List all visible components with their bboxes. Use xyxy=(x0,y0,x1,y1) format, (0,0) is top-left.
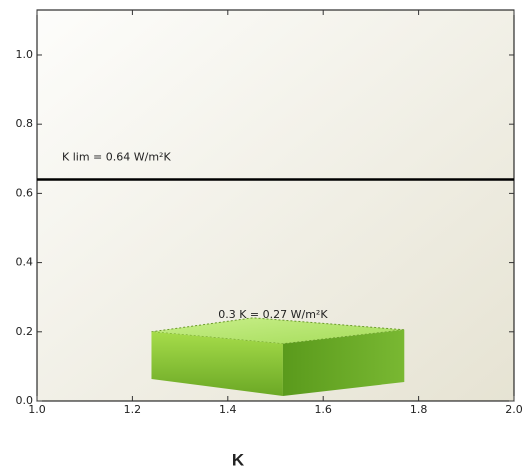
x-tick-label: 1.0 xyxy=(28,403,46,416)
box-label: 0.3 K = 0.27 W/m²K xyxy=(218,308,328,321)
y-tick-label: 0.6 xyxy=(16,186,34,199)
limit-label: K lim = 0.64 W/m²K xyxy=(62,151,171,164)
x-axis-label: K xyxy=(232,450,245,469)
x-tick-label: 1.8 xyxy=(410,403,428,416)
box-right xyxy=(282,329,405,396)
x-tick-label: 1.2 xyxy=(124,403,142,416)
y-tick-label: 0.0 xyxy=(16,394,34,407)
y-tick-label: 0.4 xyxy=(16,256,34,269)
x-tick-label: 1.4 xyxy=(219,403,237,416)
y-tick-label: 0.8 xyxy=(16,117,34,130)
x-tick-label: 2.0 xyxy=(505,403,523,416)
box-left xyxy=(151,331,283,396)
x-tick-label: 1.6 xyxy=(314,403,332,416)
y-tick-label: 1.0 xyxy=(16,48,34,61)
y-tick-label: 0.2 xyxy=(16,325,34,338)
